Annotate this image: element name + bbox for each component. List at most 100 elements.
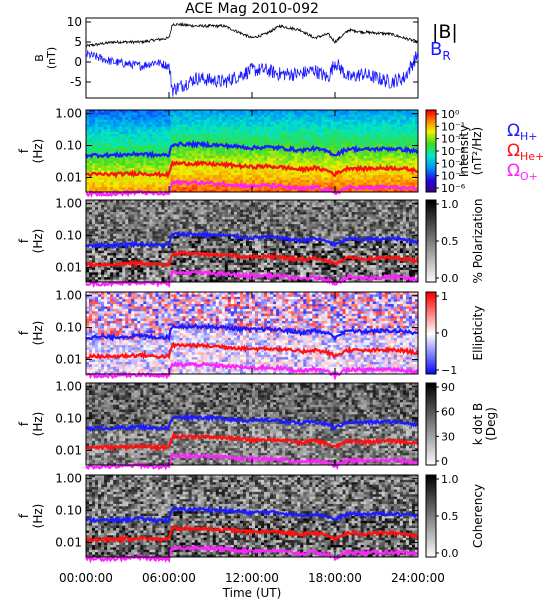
spectrogram-cell xyxy=(176,214,180,218)
colorbar-cell xyxy=(426,173,436,176)
spectrogram-cell xyxy=(146,141,150,145)
spectrogram-cell xyxy=(248,153,253,157)
spectrogram-cell xyxy=(282,187,286,190)
spectrogram-cell xyxy=(134,163,138,166)
spectrogram-cell xyxy=(167,134,171,137)
spectrogram-cell xyxy=(270,119,274,123)
ytick-label: 1.00 xyxy=(55,107,82,121)
spectrogram-cell xyxy=(405,141,410,145)
spectrogram-cell xyxy=(197,165,202,169)
spectrogram-cell xyxy=(149,141,153,145)
spectrogram-cell xyxy=(101,126,105,130)
spectrogram-cell xyxy=(170,155,174,159)
spectrogram-cell xyxy=(402,175,407,178)
spectrogram-cell xyxy=(161,184,165,188)
spectrogram-cell xyxy=(378,131,383,135)
spectrogram-cell xyxy=(276,117,280,121)
spectrogram-cell xyxy=(155,216,159,220)
spectrogram-cell xyxy=(306,110,310,113)
spectrogram-cell xyxy=(315,160,319,164)
spectrogram-cell xyxy=(104,126,108,130)
spectrogram-cell xyxy=(224,117,229,121)
spectrogram-cell xyxy=(119,250,123,254)
spectrogram-cell xyxy=(288,165,292,169)
spectrogram-cell xyxy=(276,182,280,186)
spectrogram-cell xyxy=(357,117,362,121)
spectrogram-cell xyxy=(122,136,126,140)
spectrogram-cell xyxy=(122,267,126,271)
spectrogram-cell xyxy=(98,216,102,220)
spectrogram-cell xyxy=(273,129,277,133)
spectrogram-cell xyxy=(125,146,129,149)
spectrogram-cell xyxy=(233,170,238,174)
spectrogram-cell xyxy=(122,165,126,169)
spectrogram-cell xyxy=(125,122,129,125)
spectrogram-cell xyxy=(233,163,238,166)
spectrogram-cell xyxy=(324,131,328,135)
spectrogram-cell xyxy=(378,163,383,166)
spectrogram-cell xyxy=(236,189,241,193)
spectrogram-cell xyxy=(143,122,147,125)
spectrogram-cell xyxy=(176,238,180,242)
spectrogram-cell xyxy=(297,189,301,193)
spectrogram-cell xyxy=(95,165,99,169)
spectrogram-cell xyxy=(176,177,180,181)
spectrogram-cell xyxy=(167,138,171,142)
omega-legend-o: ΩO+ xyxy=(507,161,538,183)
colorbar-tick-label: 10⁻² xyxy=(441,133,465,146)
spectrogram-cell xyxy=(116,236,120,239)
spectrogram-cell xyxy=(306,177,310,181)
spectrogram-cell xyxy=(170,260,174,264)
spectrogram-cell xyxy=(86,207,90,211)
spectrogram-cell xyxy=(179,231,183,235)
spectrogram-cell xyxy=(119,143,123,147)
spectrogram-cell xyxy=(125,163,129,166)
spectrogram-cell xyxy=(173,134,177,137)
spectrogram-cell xyxy=(357,141,362,145)
spectrogram-cell xyxy=(98,124,102,128)
spectrogram-cell xyxy=(179,260,183,264)
spectrogram-cell xyxy=(285,175,289,178)
spectrogram-cell xyxy=(345,119,349,123)
spectrogram-cell xyxy=(242,126,247,130)
spectrogram-cell xyxy=(209,117,214,121)
spectrogram-cell xyxy=(357,143,362,147)
spectrogram-cell xyxy=(405,138,410,142)
spectrogram-cell xyxy=(351,131,356,135)
spectrogram-cell xyxy=(399,175,404,178)
spectrogram-cell xyxy=(372,122,377,125)
spectrogram-cell xyxy=(134,134,138,137)
spectrogram-cell xyxy=(176,131,180,135)
spectrogram-cell xyxy=(137,167,141,171)
spectrogram-cell xyxy=(212,175,217,178)
spectrogram-cell xyxy=(330,138,334,142)
spectrogram-cell xyxy=(351,136,356,140)
spectrogram-cell xyxy=(203,175,208,178)
spectrogram-cell xyxy=(372,141,377,145)
spectrogram-cell xyxy=(414,155,419,159)
spectrogram-cell xyxy=(300,155,304,159)
spectrogram-cell xyxy=(294,153,298,157)
spectrogram-cell xyxy=(218,112,223,116)
spectrogram-cell xyxy=(110,231,114,235)
spectrogram-cell xyxy=(264,119,268,123)
spectrogram-cell xyxy=(363,179,368,183)
spectrogram-cell xyxy=(206,146,211,149)
spectrogram-cell xyxy=(405,160,410,164)
spectrogram-cell xyxy=(164,136,168,140)
spectrogram-cell xyxy=(273,172,277,176)
spectrogram-cell xyxy=(134,204,138,208)
spectrogram-cell xyxy=(101,158,105,162)
spectrogram-cell xyxy=(98,165,102,169)
spectrogram-cell xyxy=(309,143,313,147)
spectrogram-cell xyxy=(258,170,262,174)
spectrogram-cell xyxy=(297,122,301,125)
spectrogram-cell xyxy=(351,134,356,137)
spectrogram-cell xyxy=(339,146,343,149)
spectrogram-cell xyxy=(396,148,401,152)
spectrogram-cell xyxy=(279,124,283,128)
spectrogram-cell xyxy=(366,129,371,133)
spectrogram-cell xyxy=(134,177,138,181)
spectrogram-cell xyxy=(98,269,102,273)
spectrogram-cell xyxy=(252,129,256,133)
